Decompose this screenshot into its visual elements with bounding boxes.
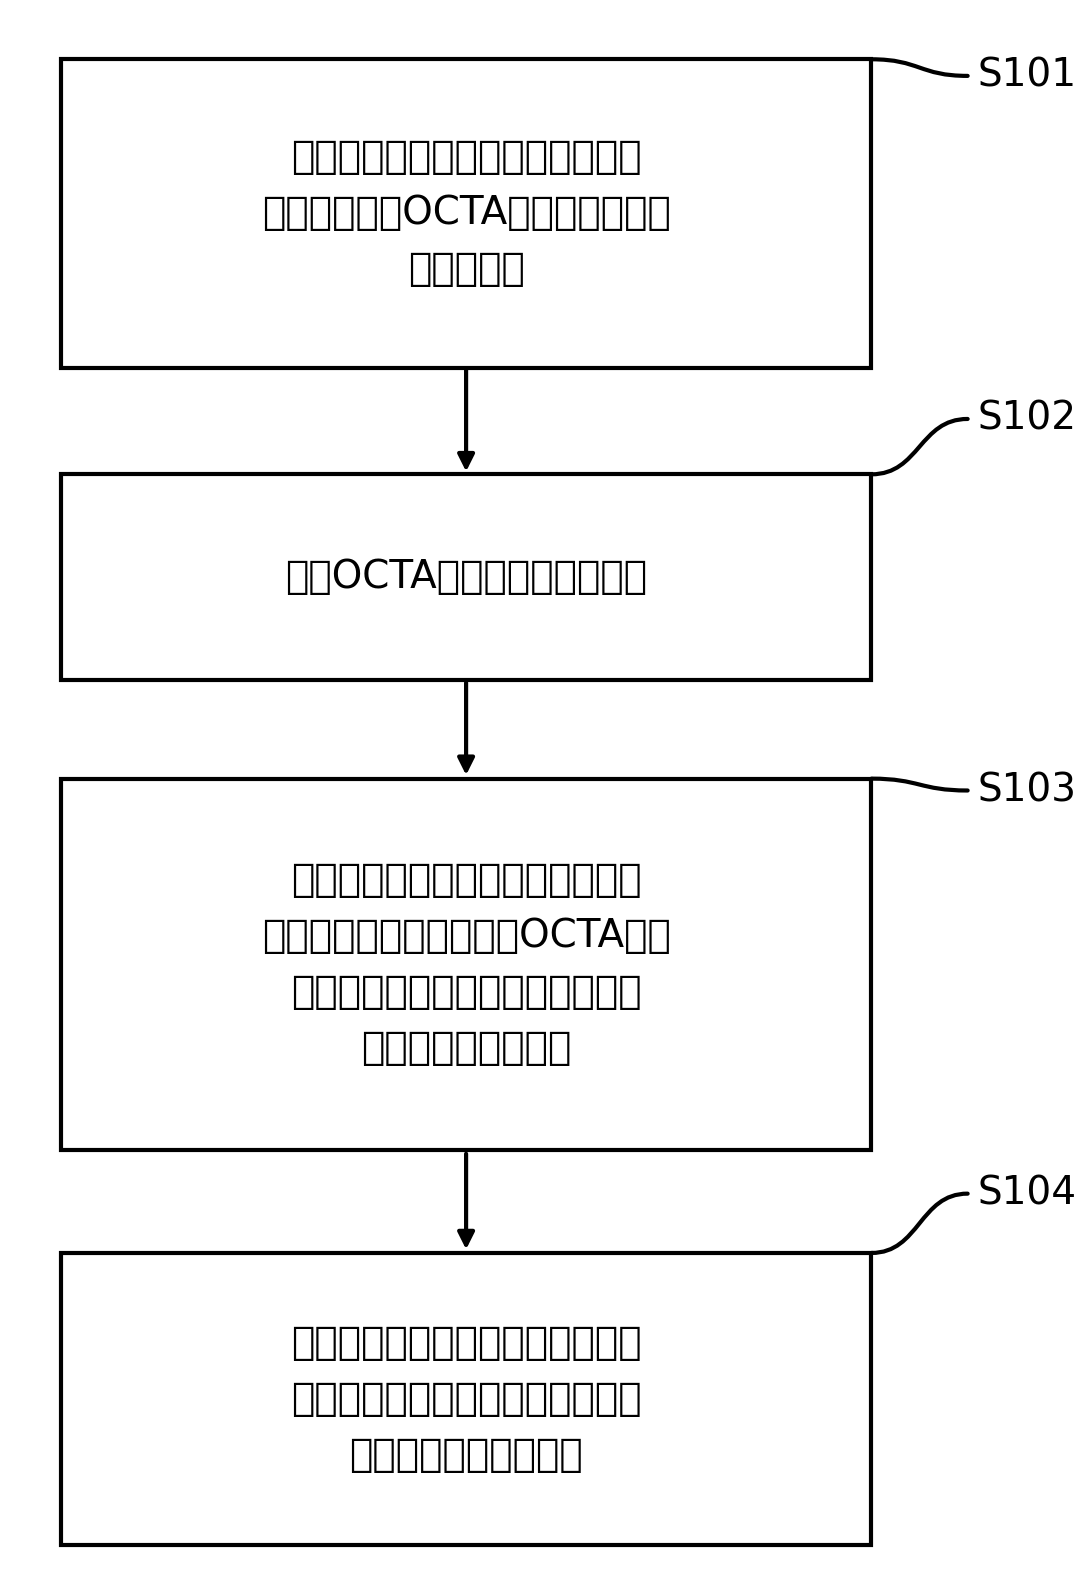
Bar [61,474,872,680]
Bar [61,60,872,367]
Bar [61,1252,872,1546]
Text: 利用小波分解法对获取的眼底光学
相干断层扫描OCTA图像进行高频噪
声滤波处理: 利用小波分解法对获取的眼底光学 相干断层扫描OCTA图像进行高频噪 声滤波处理 [262,139,670,288]
Text: S101: S101 [978,57,1077,95]
Text: S102: S102 [978,400,1077,438]
Text: S104: S104 [978,1175,1077,1213]
Text: S103: S103 [978,772,1077,809]
Text: 修正三维骨架图和血管轮廓图，并
根据修正后的三维骨架图和血管轮
廓图建立三维血管模型: 修正三维骨架图和血管轮廓图，并 根据修正后的三维骨架图和血管轮 廓图建立三维血管… [290,1325,641,1473]
Text: 根据预先建立的可视化的眼底数学
模型，利用中心扩散法将OCTA图像
逆投影到眼底数学模型的三维曲面
上，建立三维骨架图: 根据预先建立的可视化的眼底数学 模型，利用中心扩散法将OCTA图像 逆投影到眼底… [262,862,670,1067]
Text: 基于OCTA图像提取血管轮廓图: 基于OCTA图像提取血管轮廓图 [285,558,648,596]
Bar [61,778,872,1151]
